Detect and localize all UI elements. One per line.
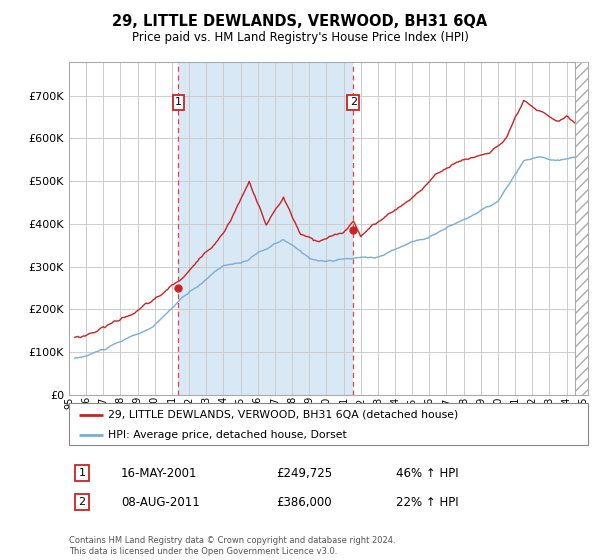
- FancyBboxPatch shape: [69, 403, 588, 445]
- Text: 16-MAY-2001: 16-MAY-2001: [121, 466, 197, 479]
- Text: 29, LITTLE DEWLANDS, VERWOOD, BH31 6QA (detached house): 29, LITTLE DEWLANDS, VERWOOD, BH31 6QA (…: [108, 410, 458, 420]
- Text: HPI: Average price, detached house, Dorset: HPI: Average price, detached house, Dors…: [108, 430, 347, 440]
- Bar: [178, 62, 353, 395]
- Bar: [575, 62, 588, 395]
- Text: 2: 2: [350, 97, 357, 107]
- Text: 22% ↑ HPI: 22% ↑ HPI: [396, 496, 458, 509]
- Text: 29, LITTLE DEWLANDS, VERWOOD, BH31 6QA: 29, LITTLE DEWLANDS, VERWOOD, BH31 6QA: [112, 14, 488, 29]
- Text: £386,000: £386,000: [277, 496, 332, 509]
- Text: 1: 1: [175, 97, 182, 107]
- Text: Contains HM Land Registry data © Crown copyright and database right 2024.
This d: Contains HM Land Registry data © Crown c…: [69, 536, 395, 556]
- Text: 08-AUG-2011: 08-AUG-2011: [121, 496, 200, 509]
- Text: 1: 1: [79, 468, 85, 478]
- Text: 2: 2: [79, 497, 86, 507]
- Text: £249,725: £249,725: [277, 466, 333, 479]
- Text: Price paid vs. HM Land Registry's House Price Index (HPI): Price paid vs. HM Land Registry's House …: [131, 31, 469, 44]
- Text: 46% ↑ HPI: 46% ↑ HPI: [396, 466, 458, 479]
- Bar: [575, 62, 588, 395]
